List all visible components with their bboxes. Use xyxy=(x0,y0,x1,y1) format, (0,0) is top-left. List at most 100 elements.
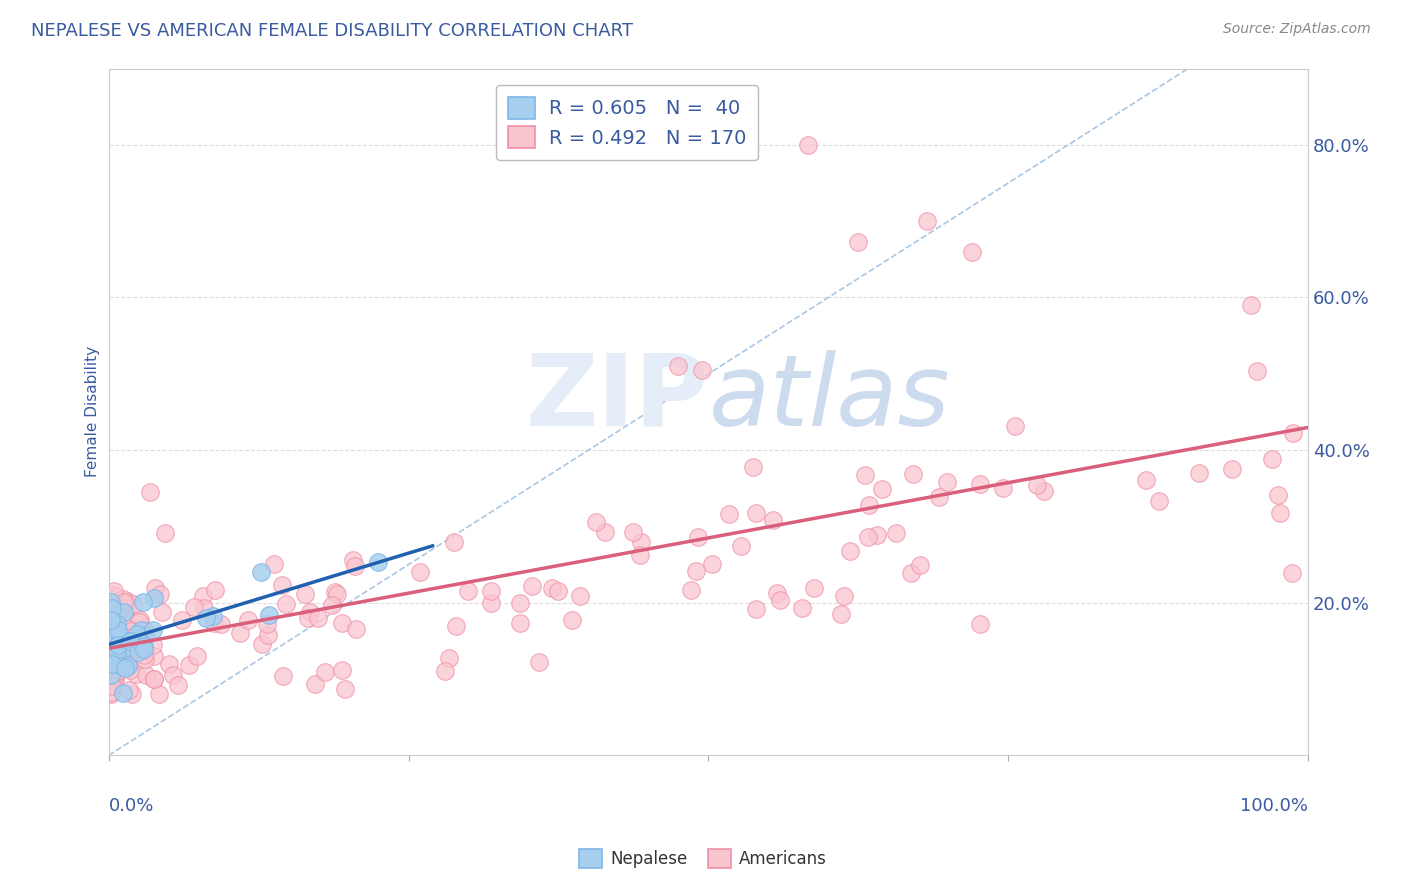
Point xyxy=(139,485,162,500)
Point xyxy=(120,634,142,648)
Point xyxy=(103,595,125,609)
Point xyxy=(481,584,503,599)
Text: ZIP: ZIP xyxy=(526,350,709,447)
Point xyxy=(101,594,124,608)
Point xyxy=(153,525,176,540)
Point xyxy=(128,632,150,647)
Point xyxy=(685,564,707,578)
Point xyxy=(115,601,138,615)
Point xyxy=(915,214,938,228)
Point xyxy=(103,583,125,598)
Point xyxy=(256,616,278,631)
Point xyxy=(191,589,214,603)
Point xyxy=(105,660,128,674)
Point xyxy=(105,660,128,674)
Point xyxy=(1033,484,1056,499)
Text: 100.0%: 100.0% xyxy=(1240,797,1308,814)
Point xyxy=(762,513,785,527)
Point xyxy=(367,555,389,569)
Point xyxy=(111,592,134,607)
Point xyxy=(344,558,367,573)
Point xyxy=(668,359,690,373)
Point xyxy=(108,601,131,615)
Point xyxy=(1239,298,1261,312)
Point xyxy=(830,607,852,622)
Point xyxy=(679,583,702,598)
Point xyxy=(124,666,146,681)
Point xyxy=(271,669,294,683)
Point xyxy=(118,682,141,697)
Point xyxy=(718,507,741,521)
Point xyxy=(121,687,143,701)
Point xyxy=(100,595,122,609)
Point xyxy=(100,618,122,632)
Point xyxy=(263,558,285,572)
Point xyxy=(561,613,583,627)
Point xyxy=(118,663,141,677)
Point xyxy=(114,615,136,629)
Point xyxy=(900,566,922,581)
Point xyxy=(444,619,467,633)
Point xyxy=(108,632,131,647)
Point xyxy=(145,582,167,596)
Point xyxy=(114,653,136,667)
Point xyxy=(250,637,273,651)
Point xyxy=(201,609,224,624)
Point xyxy=(585,515,607,529)
Point xyxy=(127,627,149,641)
Point xyxy=(1281,426,1303,441)
Point xyxy=(118,631,141,645)
Point xyxy=(100,655,122,669)
Point xyxy=(856,530,879,544)
Point xyxy=(274,597,297,611)
Point xyxy=(103,670,125,684)
Point xyxy=(238,613,260,627)
Legend: R = 0.605   N =  40, R = 0.492   N = 170: R = 0.605 N = 40, R = 0.492 N = 170 xyxy=(496,85,758,161)
Point xyxy=(304,677,326,691)
Point xyxy=(1246,364,1268,378)
Point xyxy=(803,581,825,595)
Point xyxy=(105,644,128,658)
Point xyxy=(107,638,129,652)
Point xyxy=(124,632,146,646)
Point xyxy=(527,655,550,669)
Point xyxy=(143,591,166,606)
Point xyxy=(142,649,165,664)
Point xyxy=(437,651,460,665)
Point xyxy=(134,652,156,666)
Point xyxy=(1220,462,1243,476)
Point xyxy=(121,640,143,655)
Point xyxy=(991,481,1014,495)
Point xyxy=(846,235,869,249)
Point xyxy=(745,602,768,616)
Point xyxy=(100,679,122,693)
Point xyxy=(105,665,128,679)
Point xyxy=(628,548,651,562)
Point xyxy=(104,668,127,682)
Point xyxy=(112,595,135,609)
Point xyxy=(928,490,950,504)
Point xyxy=(769,592,792,607)
Point xyxy=(330,616,353,631)
Point xyxy=(314,665,336,679)
Point xyxy=(307,611,329,625)
Point xyxy=(1135,473,1157,487)
Point xyxy=(866,528,889,542)
Point xyxy=(112,686,135,700)
Point xyxy=(101,628,124,642)
Point xyxy=(120,624,142,639)
Point xyxy=(908,558,931,573)
Point xyxy=(148,687,170,701)
Point xyxy=(103,601,125,615)
Point xyxy=(901,467,924,481)
Point xyxy=(105,617,128,632)
Point xyxy=(1188,466,1211,480)
Point xyxy=(134,624,156,638)
Point xyxy=(135,668,157,682)
Point xyxy=(344,622,367,636)
Text: 0.0%: 0.0% xyxy=(108,797,155,814)
Point xyxy=(766,585,789,599)
Point xyxy=(122,597,145,611)
Point xyxy=(884,526,907,541)
Point xyxy=(479,597,502,611)
